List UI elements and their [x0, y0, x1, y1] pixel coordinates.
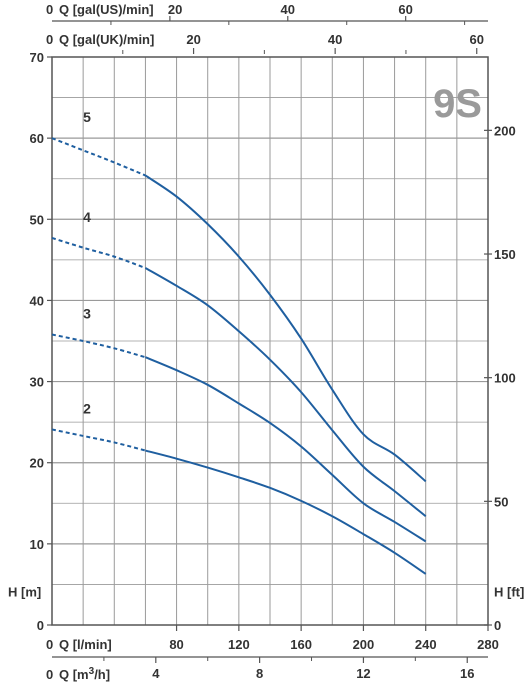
model-label: 9S: [433, 82, 482, 126]
series-4-line: [144, 267, 427, 518]
x-axis-label: Q [l/min]: [59, 637, 112, 652]
y-left-axis-label: H [m]: [8, 585, 41, 600]
y-right-tick-label: 200: [494, 123, 516, 138]
x-galus-tick-label-20: 20: [168, 2, 182, 17]
y-left-tick-label: 0: [37, 618, 44, 633]
x-galus-tick-label: 60: [398, 2, 412, 17]
x-galuk-tick-label: 20: [186, 32, 200, 47]
x-tick-label: 280: [477, 637, 499, 652]
x-galuk-zero-label: 0: [46, 32, 53, 47]
y-left-tick-label: 20: [30, 456, 44, 471]
series-2-line: [145, 449, 427, 575]
x-tick-label: 240: [415, 637, 437, 652]
y-right-axis-label: H [ft]: [494, 585, 524, 600]
labels: 2 3 4 5 9S: [83, 82, 482, 416]
x-m3h-zero-label: 0: [46, 667, 53, 682]
plot-frame: [51, 56, 489, 626]
series-2-dashed-line: [51, 428, 146, 452]
y-left-tick-label: 60: [30, 131, 44, 146]
x-galuk-tick-label: 40: [328, 32, 342, 47]
series-5-dashed-line: [51, 137, 146, 177]
x-galuk-axis-label: Q [gal(UK)/min]: [59, 32, 154, 47]
series-5-line: [144, 174, 427, 483]
y-right-tick-label: 100: [494, 371, 516, 386]
x-m3h-tick-label: 16: [460, 666, 474, 681]
x-m3h-tick-label: 12: [356, 666, 370, 681]
x-m3h-axis-label: Q [m3/h]: [59, 666, 110, 682]
series-3-line: [145, 356, 427, 543]
x-tick-label: 120: [228, 637, 250, 652]
x-m3h-tick-label: 8: [256, 666, 263, 681]
y-right-tick-label: 50: [494, 494, 508, 509]
x-m3h-tick-label: 4: [152, 666, 160, 681]
y-left-tick-label: 40: [30, 293, 44, 308]
series-4-dashed-line: [51, 236, 146, 269]
series-5-label: 5: [83, 109, 91, 125]
series-4-label: 4: [83, 209, 91, 225]
curves: [51, 137, 427, 575]
x-tick-label: 160: [290, 637, 312, 652]
y-right-tick-label: 0: [494, 618, 501, 633]
x-galus-axis-label: Q [gal(US)/min]: [59, 2, 154, 17]
x-galus-zero-label: 0: [46, 2, 53, 17]
series-2-label: 2: [83, 400, 91, 416]
y-left-tick-label: 30: [30, 375, 44, 390]
x-tick-label: 200: [353, 637, 375, 652]
y-left-tick-label: 70: [30, 50, 44, 65]
x-galuk-tick-label: 60: [470, 32, 484, 47]
x-galus-tick-label: 40: [281, 2, 295, 17]
x-tick-label: 80: [169, 637, 183, 652]
y-right-tick-label: 150: [494, 247, 516, 262]
x-zero-label: 0: [46, 637, 53, 652]
series-3-label: 3: [83, 306, 91, 322]
y-left-tick-label: 50: [30, 212, 44, 227]
y-left-tick-label: 10: [30, 537, 44, 552]
series-3-dashed-line: [51, 333, 146, 359]
